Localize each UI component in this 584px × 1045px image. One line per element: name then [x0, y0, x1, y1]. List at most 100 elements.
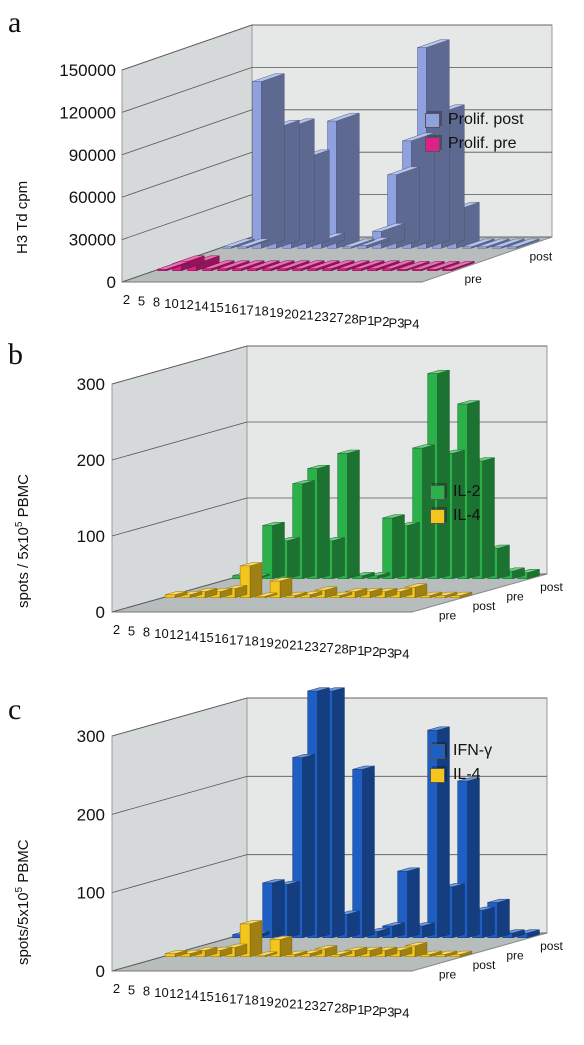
depth-label-c-3: post — [540, 939, 563, 953]
category-label-a-15: 15 — [209, 300, 223, 315]
bar-c-il-4-2 — [164, 949, 188, 958]
y-tick-label-b-1: 100 — [77, 527, 105, 546]
side-wall-c — [111, 697, 248, 972]
category-label-a-17: 17 — [239, 302, 253, 317]
bar-a-prolif-pre-p3 — [427, 261, 460, 272]
category-label-c-18: 18 — [244, 993, 258, 1008]
legend-item-prolif-pre: Prolif. pre — [425, 132, 524, 156]
bar-a-prolif-pre-2 — [157, 261, 190, 272]
gridline-side-c-3 — [111, 697, 248, 737]
bar-a-prolif-post-17 — [342, 238, 375, 249]
bar-a-prolif-post-8 — [252, 73, 285, 249]
legend-swatch-il4-b — [430, 508, 445, 524]
category-label-a-21: 21 — [299, 308, 313, 323]
category-label-a-p1: P1 — [359, 313, 375, 328]
category-label-b-14: 14 — [184, 629, 198, 644]
bar-b-il-4-16 — [269, 577, 293, 599]
category-label-c-12: 12 — [169, 986, 183, 1001]
gridline-side-a-4 — [121, 67, 253, 113]
category-label-b-17: 17 — [229, 632, 243, 647]
category-label-c-5: 5 — [128, 982, 135, 997]
legend-label-il4-b: IL-4 — [453, 507, 481, 524]
category-label-c-p1: P1 — [349, 1002, 365, 1017]
bar-c-ifn-17 — [352, 765, 375, 939]
category-label-a-12: 12 — [179, 297, 193, 312]
category-label-a-23: 23 — [314, 309, 328, 324]
bar-b-il-2-16 — [337, 449, 360, 580]
legend-label-prolif-pre: Prolif. pre — [448, 135, 517, 152]
category-label-a-28: 28 — [344, 312, 358, 327]
bar-a-prolif-post-p4 — [507, 238, 540, 249]
category-label-b-21: 21 — [289, 638, 303, 653]
gridline-side-a-5 — [121, 24, 253, 71]
panel-letter-b: b — [8, 338, 23, 371]
bar-b-il-2-21 — [412, 444, 435, 580]
category-label-c-15: 15 — [199, 989, 213, 1004]
y-tick-label-a-1: 30000 — [69, 231, 116, 250]
category-label-b-p2: P2 — [364, 644, 380, 659]
depth-label-b-3: post — [540, 580, 563, 594]
legend-swatch-il4-c — [430, 767, 445, 783]
category-label-a-2: 2 — [123, 292, 130, 307]
category-label-c-p3: P3 — [379, 1004, 395, 1019]
bar-c-il-4-14 — [239, 920, 263, 958]
category-label-b-18: 18 — [244, 634, 258, 649]
bar-c-il-4-15 — [254, 951, 278, 958]
gridline-side-a-2 — [121, 151, 253, 198]
y-tick-label-c-3: 300 — [77, 727, 105, 746]
gridline-side-b-1 — [111, 497, 248, 537]
gridline-side-c-2 — [111, 775, 248, 815]
legend-swatch-prolif-pre — [425, 136, 440, 152]
category-label-c-20: 20 — [274, 995, 288, 1010]
legend-label-il2: IL-2 — [453, 483, 481, 500]
depth-label-a-1: post — [530, 249, 553, 263]
category-label-b-8: 8 — [143, 625, 150, 640]
category-label-b-10: 10 — [154, 626, 168, 641]
legend-b: IL-2 IL-4 — [430, 480, 481, 528]
category-label-b-28: 28 — [334, 642, 348, 657]
category-label-c-14: 14 — [184, 988, 198, 1003]
bar-c-il-4-16 — [269, 935, 293, 958]
legend-label-ifn-gamma: IFN-γ — [453, 742, 493, 759]
legend-item-il4-c: IL-4 — [430, 763, 492, 787]
category-label-a-27: 27 — [329, 310, 343, 325]
panel-c: c spots/5x105 PBMC 0 100 200 300 2 5 8 10 12 14 15… — [0, 687, 584, 1045]
category-label-c-27: 27 — [319, 999, 333, 1014]
category-label-c-p4: P4 — [394, 1006, 410, 1021]
gridline-side-b-3 — [111, 345, 248, 385]
bar-a-prolif-post-5 — [237, 238, 270, 249]
category-label-b-19: 19 — [259, 635, 273, 650]
legend-label-il4-c: IL-4 — [453, 766, 481, 783]
bar-b-il-4-15 — [254, 592, 278, 599]
bar-a-prolif-pre-19 — [307, 260, 340, 272]
category-label-b-p1: P1 — [349, 643, 365, 658]
y-tick-label-a-5: 150000 — [59, 61, 116, 80]
y-tick-label-b-3: 300 — [77, 375, 105, 394]
category-label-b-p4: P4 — [394, 647, 410, 662]
category-label-a-5: 5 — [138, 293, 145, 308]
legend-item-il2: IL-2 — [430, 480, 481, 504]
category-label-a-18: 18 — [254, 304, 268, 319]
legend-swatch-il2 — [430, 484, 445, 500]
legend-item-ifn-gamma: IFN-γ — [430, 739, 492, 763]
category-label-a-14: 14 — [194, 299, 208, 314]
legend-swatch-ifn-gamma — [430, 743, 445, 759]
bar-a-prolif-post-2 — [222, 238, 255, 249]
y-tick-label-a-4: 120000 — [59, 103, 116, 122]
category-label-b-5: 5 — [128, 623, 135, 638]
legend-item-il4-b: IL-4 — [430, 504, 481, 528]
category-label-a-p3: P3 — [389, 315, 405, 330]
bar-a-prolif-pre-16 — [262, 260, 295, 272]
category-label-a-16: 16 — [224, 301, 238, 316]
y-tick-label-a-3: 90000 — [69, 146, 116, 165]
panel-letter-c: c — [8, 693, 22, 726]
bar-b-il-2-12 — [292, 480, 315, 580]
gridline-side-a-1 — [121, 194, 253, 240]
side-wall-b — [111, 345, 248, 613]
category-label-c-16: 16 — [214, 990, 228, 1005]
bar-a-prolif-post-16 — [327, 112, 360, 249]
category-label-b-p3: P3 — [379, 645, 395, 660]
bar-a-prolif-pre-p1 — [397, 261, 430, 272]
